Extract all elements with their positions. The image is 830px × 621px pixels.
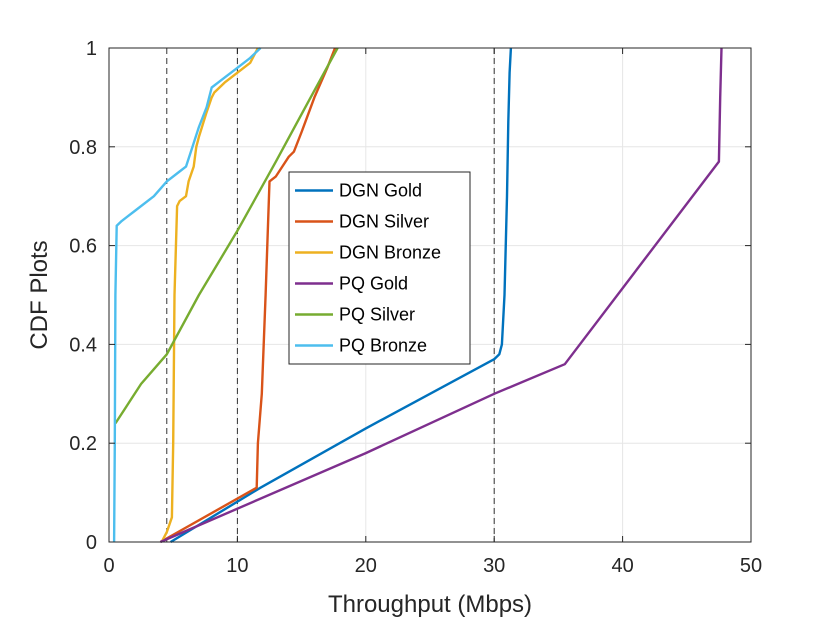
- y-tick-label: 0: [86, 532, 97, 554]
- series-line-pq-silver: [114, 47, 339, 425]
- legend: DGN Gold DGN Silver DGN Bronze PQ Gold PQ Si…: [288, 171, 471, 365]
- x-tick-label: 50: [740, 555, 762, 577]
- series-line-pq-gold: [159, 47, 723, 544]
- axes-box: [108, 47, 752, 543]
- y-axis-label: CDF Plots: [26, 240, 53, 349]
- ticks: [108, 47, 752, 543]
- x-tick-label: 0: [103, 555, 114, 577]
- x-tick-label: 20: [355, 555, 377, 577]
- legend-box: [288, 171, 471, 365]
- y-tick-label: 1: [86, 38, 97, 60]
- x-tick-label: 10: [226, 555, 248, 577]
- reference-lines: [166, 48, 495, 542]
- legend-label: DGN Silver: [339, 212, 429, 232]
- x-tick-labels: 0 10 20 30 40 50: [103, 555, 762, 577]
- y-tick-label: 0.8: [69, 137, 97, 159]
- y-tick-label: 0.6: [69, 236, 97, 258]
- y-tick-label: 0.2: [69, 433, 97, 455]
- x-tick-label: 30: [483, 555, 505, 577]
- series-group: [112, 47, 723, 544]
- legend-label: PQ Bronze: [339, 336, 427, 356]
- legend-label: DGN Gold: [339, 181, 422, 201]
- y-tick-labels: 0 0.2 0.4 0.6 0.8 1: [69, 38, 97, 554]
- legend-label: PQ Gold: [339, 274, 408, 294]
- series-line-dgn-bronze: [160, 47, 259, 543]
- series-line-dgn-gold: [169, 47, 513, 544]
- x-axis-label: Throughput (Mbps): [328, 591, 532, 618]
- legend-label: DGN Bronze: [339, 243, 441, 263]
- series-line-dgn-silver: [159, 47, 337, 544]
- y-tick-label: 0.4: [69, 334, 97, 356]
- x-tick-label: 40: [611, 555, 633, 577]
- legend-label: PQ Silver: [339, 305, 415, 325]
- series-line-pq-bronze: [112, 47, 262, 543]
